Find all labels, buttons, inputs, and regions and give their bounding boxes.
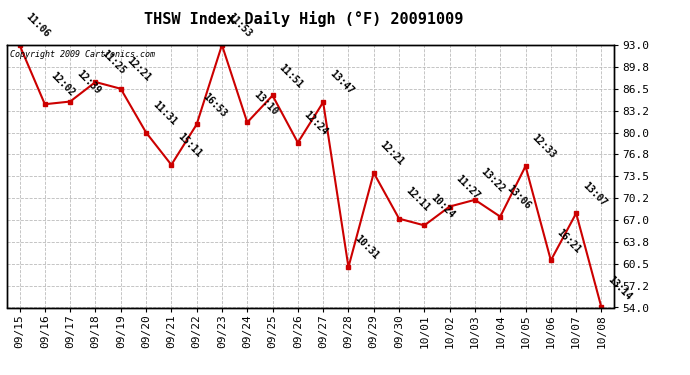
Text: 13:07: 13:07 [580, 180, 608, 208]
Text: 16:53: 16:53 [201, 91, 228, 119]
Text: 12:24: 12:24 [302, 109, 330, 137]
Text: 12:39: 12:39 [75, 68, 102, 96]
Text: 16:21: 16:21 [555, 227, 583, 255]
Text: 12:11: 12:11 [403, 185, 431, 213]
Text: 13:22: 13:22 [479, 166, 507, 194]
Text: 15:11: 15:11 [175, 131, 204, 159]
Text: Copyright 2009 Cartronics.com: Copyright 2009 Cartronics.com [10, 50, 155, 59]
Text: 10:24: 10:24 [428, 192, 456, 220]
Text: 11:27: 11:27 [454, 173, 482, 201]
Text: 13:14: 13:14 [606, 274, 633, 302]
Text: 11:06: 11:06 [23, 12, 52, 39]
Text: 12:02: 12:02 [49, 71, 77, 99]
Text: 11:25: 11:25 [99, 49, 128, 76]
Text: THSW Index Daily High (°F) 20091009: THSW Index Daily High (°F) 20091009 [144, 11, 463, 27]
Text: 13:47: 13:47 [327, 69, 355, 97]
Text: 11:51: 11:51 [277, 62, 304, 90]
Text: 10:31: 10:31 [353, 234, 380, 261]
Text: 12:21: 12:21 [378, 140, 406, 167]
Text: 13:10: 13:10 [251, 89, 279, 117]
Text: 13:06: 13:06 [504, 183, 532, 211]
Text: 12:21: 12:21 [125, 56, 152, 83]
Text: 11:53: 11:53 [226, 12, 254, 39]
Text: 12:33: 12:33 [530, 133, 558, 160]
Text: 11:31: 11:31 [150, 99, 178, 127]
